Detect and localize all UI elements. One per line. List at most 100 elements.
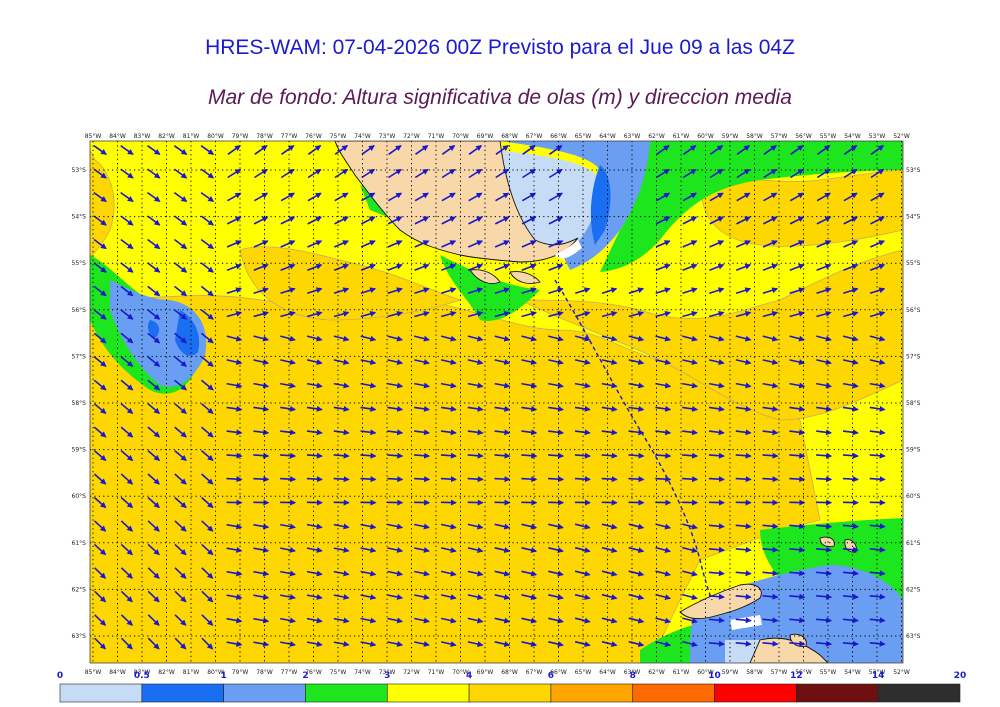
arrow-vector-icon (201, 496, 214, 509)
arrow-vector-icon (601, 429, 618, 436)
arrow-vector-icon (226, 546, 243, 553)
arrow-vector-icon (93, 238, 107, 250)
arrow-vector-icon (387, 359, 404, 365)
arrow-vector-icon (467, 547, 484, 553)
arrow-vector-icon (467, 429, 484, 436)
arrow-vector-icon (789, 523, 806, 530)
lon-tick-label: 59°W (722, 669, 739, 676)
arrow-vector-icon (174, 637, 187, 650)
lon-tick-label: 74°W (354, 133, 371, 140)
lon-tick-label: 82°W (158, 133, 175, 140)
lon-tick-label: 77°W (281, 669, 298, 676)
arrow-vector-icon (147, 403, 161, 414)
arrow-vector-icon (842, 640, 859, 647)
lon-tick-label: 69°W (477, 133, 494, 140)
arrow-vector-icon (682, 546, 698, 554)
colorbar-label: 4 (466, 671, 472, 681)
arrow-vector-icon (842, 617, 859, 624)
arrow-vector-icon (709, 192, 724, 202)
arrow-vector-icon (360, 429, 377, 436)
arrow-vector-icon (388, 145, 402, 155)
arrow-vector-icon (762, 476, 779, 483)
arrow-vector-icon (548, 263, 564, 271)
lat-tick-label: 60°S (906, 493, 921, 500)
arrow-vector-icon (226, 240, 242, 248)
arrow-vector-icon (120, 145, 134, 155)
arrow-vector-icon (253, 335, 270, 342)
arrow-vector-icon (842, 546, 859, 553)
arrow-vector-icon (468, 216, 483, 225)
lon-tick-label: 55°W (820, 133, 837, 140)
arrow-vector-icon (147, 309, 161, 320)
arrow-vector-icon (253, 359, 270, 365)
arrow-vector-icon (762, 263, 778, 271)
arrow-vector-icon (843, 287, 859, 295)
arrow-vector-icon (200, 145, 215, 155)
arrow-vector-icon (467, 570, 484, 577)
colorbar-label: 2 (302, 671, 308, 681)
arrow-vector-icon (226, 405, 243, 412)
boundary-dashed-line (554, 279, 713, 601)
arrow-vector-icon (842, 570, 859, 577)
lon-tick-label: 76°W (305, 133, 322, 140)
arrow-vector-icon (521, 570, 538, 577)
arrow-vector-icon (494, 547, 511, 553)
arrow-vector-icon (467, 476, 484, 483)
arrow-vector-icon (306, 359, 323, 365)
arrow-vector-icon (655, 429, 672, 436)
arrow-vector-icon (628, 310, 645, 318)
arrow-vector-icon (682, 593, 698, 601)
lon-tick-label: 84°W (109, 133, 126, 140)
arrow-vector-icon (735, 287, 752, 295)
colorbar-label: 1 (221, 671, 227, 681)
arrow-vector-icon (120, 567, 133, 579)
lat-labels-right: 53°S 54°S 55°S 56°S 57°S 58°S 59°S 60°S 61°S 62°S… (906, 167, 921, 640)
arrow-vector-icon (280, 429, 296, 436)
arrow-vector-icon (414, 263, 430, 271)
arrow-vector-icon (869, 263, 886, 271)
arrow-vector-icon (147, 543, 160, 556)
arrow-vector-icon (253, 593, 270, 600)
arrow-vector-icon (174, 449, 187, 462)
lon-tick-label: 72°W (403, 133, 420, 140)
arrow-vector-icon (467, 382, 484, 389)
arrow-vector-icon (816, 287, 832, 295)
arrow-vector-icon (762, 382, 779, 389)
arrow-vector-icon (227, 145, 241, 155)
lon-tick-label: 73°W (379, 133, 396, 140)
arrow-vector-icon (387, 310, 403, 318)
arrow-vector-icon (494, 405, 511, 412)
arrow-vector-icon (333, 523, 350, 530)
arrow-vector-icon (147, 356, 161, 367)
arrow-vector-icon (226, 476, 243, 483)
map-title: HRES-WAM: 07-04-2026 00Z Previsto para e… (205, 36, 795, 59)
arrow-vector-icon (789, 640, 806, 647)
arrow-vector-icon (628, 593, 645, 601)
arrow-vector-icon (440, 310, 457, 318)
arrow-vector-icon (628, 640, 645, 648)
arrow-vector-icon (682, 263, 698, 271)
arrow-vector-icon (441, 216, 456, 225)
arrow-vector-icon (467, 310, 484, 318)
arrow-vector-icon (789, 593, 806, 600)
colorbar-segment (141, 683, 224, 703)
arrow-vector-icon (763, 168, 778, 179)
arrow-vector-icon (467, 263, 484, 271)
arrow-vector-icon (387, 240, 403, 248)
arrow-vector-icon (601, 359, 618, 365)
arrow-vector-icon (789, 287, 805, 295)
arrow-vector-icon (387, 263, 403, 271)
arrow-vector-icon (709, 263, 725, 271)
arrow-vector-icon (333, 570, 350, 577)
arrow-vector-icon (387, 547, 404, 553)
arrow-vector-icon (414, 523, 430, 530)
arrow-vector-icon (306, 547, 323, 553)
arrow-vector-icon (789, 192, 805, 202)
arrow-vector-icon (147, 215, 161, 226)
arrow-vector-icon (682, 216, 698, 225)
arrow-vector-icon (201, 543, 214, 556)
colorbar-segment (632, 683, 715, 703)
arrow-vector-icon (816, 382, 832, 389)
lat-tick-label: 56°S (906, 307, 921, 314)
arrow-vector-icon (226, 335, 243, 342)
